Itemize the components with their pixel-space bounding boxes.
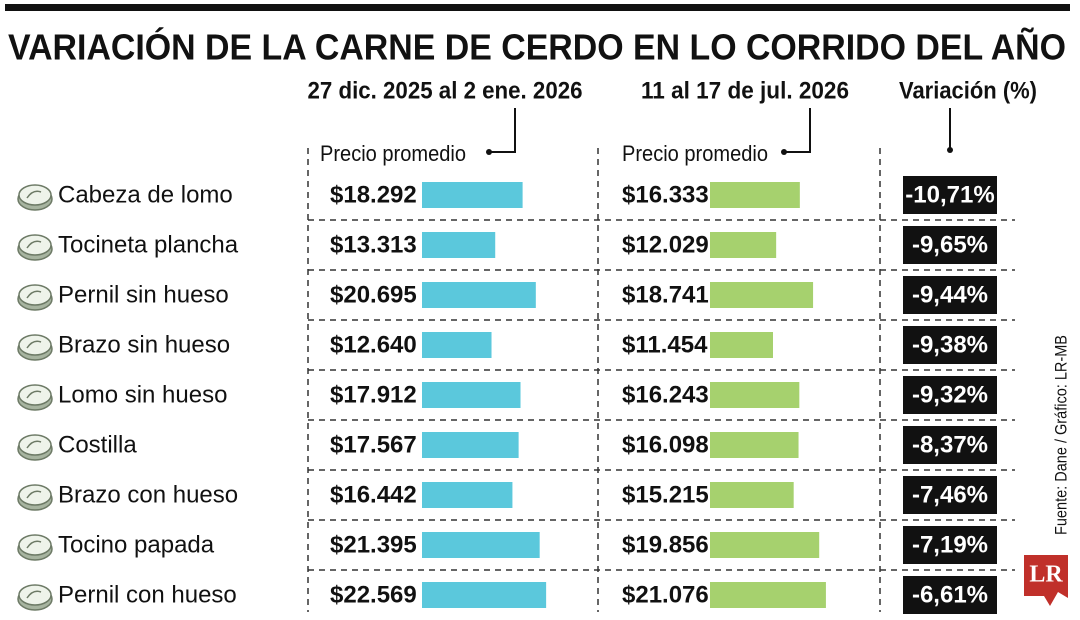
row-icon: [26, 490, 42, 499]
bar: [710, 582, 826, 608]
row-icon: [18, 284, 52, 306]
value-label: $21.076: [622, 581, 709, 608]
variation-label: -7,19%: [912, 531, 988, 558]
row-icon: [18, 534, 52, 556]
row-icon: [26, 390, 42, 399]
variation-label: -9,38%: [912, 331, 988, 358]
bar: [422, 532, 540, 558]
measure-label: Precio promedio: [622, 141, 768, 166]
variation-box: [903, 526, 997, 564]
variation-box: [903, 326, 997, 364]
value-label: $20.695: [330, 281, 417, 308]
row-icon: [26, 340, 42, 349]
value-label: $16.442: [330, 481, 417, 508]
bar: [422, 382, 521, 408]
bar: [710, 482, 794, 508]
variation-box: [903, 176, 997, 214]
variation-label: -10,71%: [905, 181, 994, 208]
row-icon: [26, 540, 42, 549]
logo: LR: [1029, 562, 1063, 588]
variation-label: -9,32%: [912, 381, 988, 408]
row-icon: [26, 190, 42, 199]
value-label: $12.640: [330, 331, 417, 358]
source: Fuente: Dane / Gráfico: LR-MB: [1051, 335, 1070, 535]
measure-label: Precio promedio: [320, 141, 466, 166]
category-label: Pernil sin hueso: [58, 281, 229, 308]
bar: [710, 332, 773, 358]
value-label: $21.395: [330, 531, 417, 558]
connectors: [490, 108, 951, 153]
row-icon: [18, 484, 52, 506]
category-label: Tocino papada: [58, 531, 215, 558]
bar: [422, 482, 513, 508]
category-label: Brazo sin hueso: [58, 331, 230, 358]
variation-label: -9,65%: [912, 231, 988, 258]
category-label: Pernil con hueso: [58, 581, 237, 608]
variation-label: -9,44%: [912, 281, 988, 308]
variation-header: Variación (%): [899, 77, 1037, 104]
variation-box: [903, 376, 997, 414]
category-label: Brazo con hueso: [58, 481, 238, 508]
value-label: $19.856: [622, 531, 709, 558]
row-icon: [26, 590, 42, 599]
row-icon: [18, 184, 52, 206]
value-label: $16.333: [622, 181, 709, 208]
series-header: 27 dic. 2025 al 2 ene. 2026: [308, 77, 583, 104]
value-label: $18.292: [330, 181, 417, 208]
category-label: Costilla: [58, 431, 137, 458]
value-label: $15.215: [622, 481, 709, 508]
value-label: $18.741: [622, 281, 709, 308]
variation-label: -6,61%: [912, 581, 988, 608]
bar: [422, 282, 536, 308]
connector-dots: [486, 147, 953, 155]
value-label: $22.569: [330, 581, 417, 608]
bar: [422, 232, 496, 258]
value-label: $12.029: [622, 231, 709, 258]
variation-label: -7,46%: [912, 481, 988, 508]
category-label: Tocineta plancha: [58, 231, 239, 258]
row-icon: [18, 234, 52, 256]
variation-box: [903, 226, 997, 264]
bar: [422, 332, 492, 358]
value-label: $11.454: [622, 331, 708, 358]
chart-title: VARIACIÓN DE LA CARNE DE CERDO EN LO COR…: [8, 26, 1066, 68]
variation-box: [903, 276, 997, 314]
top-rule: [5, 4, 1070, 11]
value-label: $17.912: [330, 381, 417, 408]
category-label: Lomo sin hueso: [58, 381, 227, 408]
column-dividers: [307, 148, 881, 612]
bar: [710, 282, 814, 308]
value-label: $13.313: [330, 231, 417, 258]
series-header: 11 al 17 de jul. 2026: [641, 77, 849, 104]
bar: [422, 432, 519, 458]
row-icon: [18, 384, 52, 406]
row-icon: [18, 334, 52, 356]
row-icon: [18, 434, 52, 456]
bar: [710, 532, 820, 558]
logo-badge: [1024, 555, 1068, 606]
row-icon: [26, 290, 42, 299]
row-icon: [26, 440, 42, 449]
bar: [710, 382, 800, 408]
value-label: $17.567: [330, 431, 417, 458]
bar: [710, 182, 800, 208]
bar: [422, 182, 523, 208]
bar: [710, 232, 777, 258]
variation-box: [903, 426, 997, 464]
bar: [710, 432, 799, 458]
row-icon: [26, 240, 42, 249]
variation-box: [903, 576, 997, 614]
variation-label: -8,37%: [912, 431, 988, 458]
value-label: $16.098: [622, 431, 709, 458]
row-icon: [18, 584, 52, 606]
bar: [422, 582, 547, 608]
variation-box: [903, 476, 997, 514]
value-label: $16.243: [622, 381, 709, 408]
category-label: Cabeza de lomo: [58, 181, 233, 208]
